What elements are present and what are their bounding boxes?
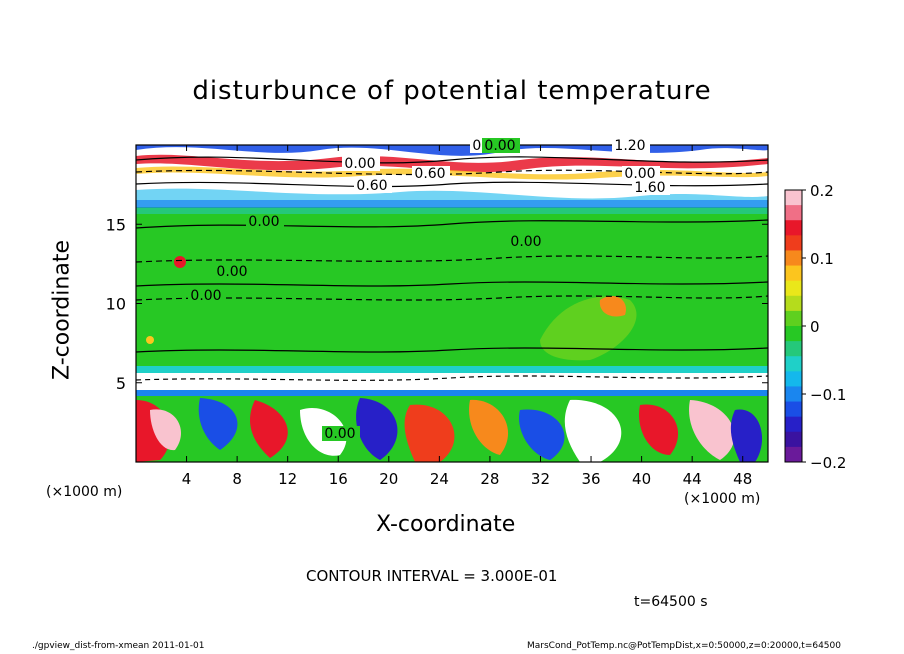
contour-label: 0.00 [484,138,515,154]
contour-label-bg [214,264,252,279]
x-tick-label: 36 [581,470,600,488]
colorbar-tick-label: 0.2 [810,182,834,200]
colorbar-tick-label: −0.1 [810,386,846,404]
contour-label: 0.00 [190,288,221,304]
x-tick-label: 12 [278,470,297,488]
colorbar-cell [785,401,802,418]
y-tick-label: 15 [106,215,126,234]
colorbar-cell [785,431,802,448]
colorbar-cell [785,250,802,267]
x-tick-label: 20 [379,470,398,488]
contour-label-bg [632,180,670,195]
contour-label: 1.60 [634,180,665,196]
x-tick-label: 32 [531,470,550,488]
contour-label-bg [188,288,226,303]
contour-interval-text: CONTOUR INTERVAL = 3.000E-01 [306,567,558,585]
contour-label-bg [508,234,546,249]
contour-label: 0.00 [510,234,541,250]
colorbar-cell [785,295,802,312]
chart-title: disturbunce of potential temperature [192,76,712,106]
x-axis-label: X-coordinate [376,512,516,537]
x-tick-label: 24 [430,470,449,488]
contour-label: 0.60 [356,178,387,194]
colorbar-cell [785,446,802,463]
contour-label-bg [322,426,360,441]
contour-label-bg [612,138,650,153]
contour-label-bg [342,156,380,171]
contour-label: 0.00 [624,166,655,182]
contour-label: 0.60 [414,166,445,182]
contour-label: 0.00 [344,156,375,172]
contour-label: 0.00 [216,264,247,280]
y-tick-label: 10 [106,295,126,314]
y-axis-ticks: 5 10 15 [106,215,768,393]
colorbar-cell [785,265,802,282]
colorbar-tick-label: 0.1 [810,250,834,268]
y-tick-label: 5 [116,374,126,393]
x-tick-label: 4 [182,470,192,488]
footer-right: MarsCond_PotTemp.nc@PotTempDist,x=0:5000… [527,641,841,651]
contour-label-bg [482,138,520,153]
contour-labels: 0.601.200.000.600.000.601.600.000.000.00… [188,138,670,442]
contour-label-bg [246,214,284,229]
heatmap-field [136,145,768,462]
x-tick-label: 28 [480,470,499,488]
colorbar-tick-label: 0 [810,318,820,336]
colorbar-cell [785,326,802,342]
x-tick-label: 16 [329,470,348,488]
contour-lines [136,156,768,381]
x-axis-ticks: 4 8 12 16 20 24 28 32 36 40 44 48 [182,145,752,488]
colorbar-tick-label: −0.2 [810,454,846,472]
contour-label-bg [354,178,392,193]
colorbar-cell [785,280,802,297]
colorbar-cell [785,205,802,221]
x-unit-label-right: (×1000 m) [684,491,761,507]
contour-label-bg [412,166,450,181]
x-tick-label: 48 [733,470,752,488]
colorbar-cell [785,220,802,236]
colorbar-cell [785,386,802,403]
contour-label-bg [622,166,660,181]
colorbar-cell [785,356,802,372]
contour-label: 0.00 [248,214,279,230]
colorbar-cell [785,341,802,357]
colorbar-cell [785,310,802,327]
colorbar-cell [785,416,802,433]
x-unit-label-left: (×1000 m) [46,484,123,500]
colorbar-cell [785,235,802,251]
colorbar-cell [785,190,802,206]
x-tick-label: 44 [683,470,702,488]
x-tick-label: 8 [232,470,242,488]
colorbar-cell [785,371,802,387]
footer-left: ./gpview_dist-from-xmean 2011-01-01 [32,641,205,651]
contour-label: 1.20 [614,138,645,154]
x-tick-label: 40 [632,470,651,488]
contour-label: 0.00 [324,426,355,442]
colorbar: 0.2 0.1 0 −0.1 −0.2 [784,182,846,472]
time-label: t=64500 s [634,594,708,610]
